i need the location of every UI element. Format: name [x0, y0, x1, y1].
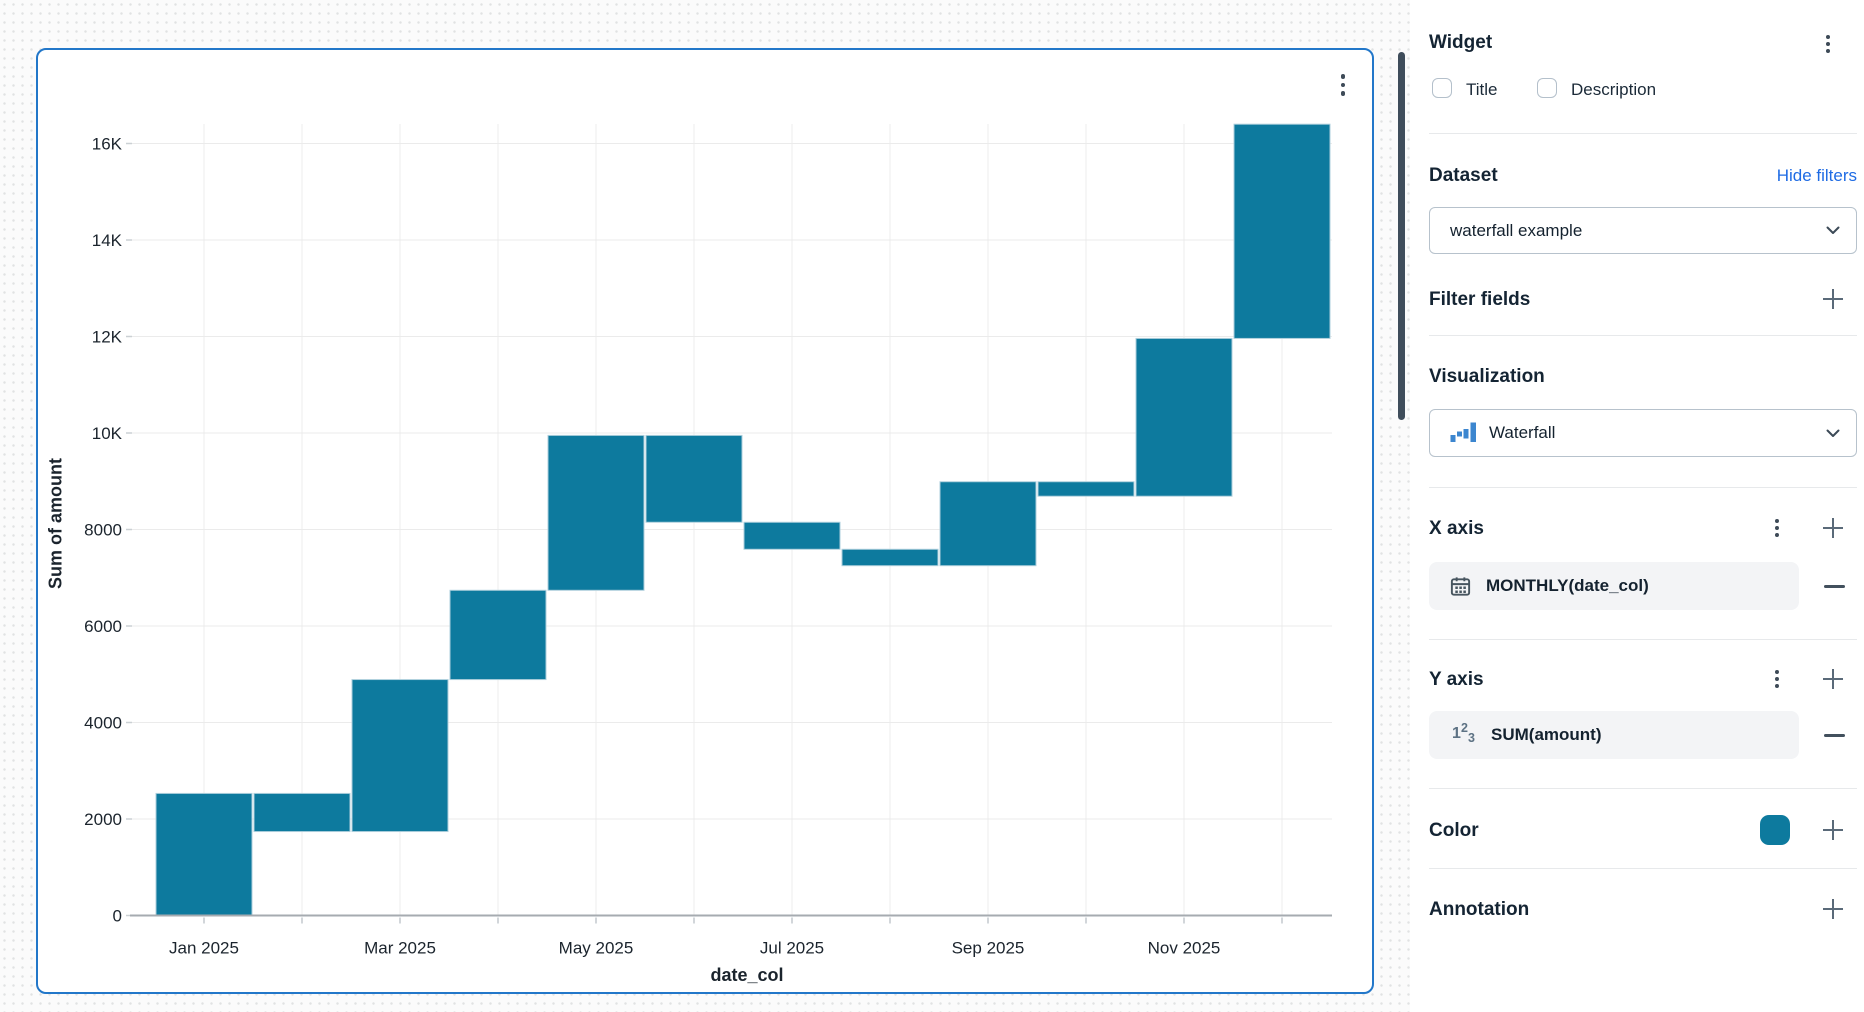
- visualization-select-value: Waterfall: [1489, 423, 1556, 442]
- waterfall-bar-9[interactable]: [939, 481, 1037, 567]
- y-axis-label: Y axis: [1429, 669, 1484, 690]
- description-checkbox[interactable]: [1537, 78, 1557, 98]
- calendar-icon: [1450, 576, 1471, 596]
- waterfall-bar-4[interactable]: [449, 589, 547, 681]
- x-axis-kebab-menu-icon[interactable]: [1769, 516, 1785, 540]
- remove-y-axis-field-button[interactable]: [1821, 722, 1847, 748]
- panel-title: Widget: [1429, 32, 1493, 53]
- visualization-select[interactable]: Waterfall: [1429, 409, 1857, 457]
- divider: [1429, 788, 1857, 789]
- x-tick-label: Jan 2025: [169, 939, 239, 958]
- waterfall-bar-11[interactable]: [1135, 337, 1233, 497]
- y-tick-label: 8000: [84, 521, 122, 540]
- y-tick-label: 16K: [92, 135, 123, 154]
- plus-icon: [1823, 669, 1843, 689]
- waterfall-bar-8[interactable]: [841, 548, 939, 567]
- color-label: Color: [1429, 820, 1479, 841]
- y-axis-kebab-menu-icon[interactable]: [1769, 667, 1785, 691]
- x-tick-label: Sep 2025: [952, 939, 1025, 958]
- x-tick-label: May 2025: [559, 939, 634, 958]
- x-tick-label: Jul 2025: [760, 939, 824, 958]
- plus-icon: [1823, 820, 1843, 840]
- minus-icon: [1823, 584, 1845, 588]
- add-color-button[interactable]: [1820, 817, 1846, 843]
- dataset-select[interactable]: waterfall example: [1429, 207, 1857, 254]
- x-axis-label: X axis: [1429, 518, 1484, 539]
- add-filter-field-button[interactable]: [1820, 286, 1846, 312]
- add-annotation-button[interactable]: [1820, 896, 1846, 922]
- widget-config-panel: Widget Title Description Dataset Hide fi…: [1410, 0, 1864, 1012]
- divider: [1429, 335, 1857, 336]
- add-x-axis-field-button[interactable]: [1820, 515, 1846, 541]
- waterfall-icon: [1450, 421, 1477, 445]
- y-tick-label: 4000: [84, 714, 122, 733]
- visualization-label: Visualization: [1429, 366, 1545, 387]
- divider: [1429, 487, 1857, 488]
- waterfall-bar-6[interactable]: [645, 434, 743, 523]
- x-axis-field-name: MONTHLY(date_col): [1486, 576, 1649, 595]
- hide-filters-link[interactable]: Hide filters: [1776, 166, 1857, 185]
- x-tick-label: Mar 2025: [364, 939, 436, 958]
- chart-kebab-menu-icon[interactable]: [1334, 70, 1352, 100]
- divider: [1429, 133, 1857, 134]
- minus-icon: [1823, 733, 1845, 737]
- dataset-label: Dataset: [1429, 165, 1498, 186]
- chevron-down-icon: [1826, 226, 1840, 234]
- description-checkbox-label: Description: [1571, 80, 1657, 99]
- waterfall-bar-12[interactable]: [1233, 123, 1331, 339]
- waterfall-bar-7[interactable]: [743, 521, 841, 550]
- title-checkbox[interactable]: [1432, 78, 1452, 98]
- x-axis-title: date_col: [710, 965, 784, 985]
- x-axis-field-chip[interactable]: MONTHLY(date_col): [1429, 562, 1799, 610]
- dataset-select-value: waterfall example: [1450, 220, 1583, 240]
- color-swatch[interactable]: [1760, 815, 1790, 845]
- y-tick-label: 12K: [92, 328, 123, 347]
- waterfall-bar-1[interactable]: [155, 792, 253, 916]
- x-tick-label: Nov 2025: [1148, 939, 1221, 958]
- y-tick-label: 10K: [92, 424, 123, 443]
- plus-icon: [1823, 899, 1843, 919]
- waterfall-chart: 0 2000 4000 6000 8000 10K 12K 14K 16K Jan 2025 Mar…: [84, 123, 1332, 958]
- y-tick-label: 14K: [92, 231, 123, 250]
- plus-icon: [1823, 289, 1843, 309]
- remove-x-axis-field-button[interactable]: [1821, 573, 1847, 599]
- y-tick-label: 6000: [84, 617, 122, 636]
- add-y-axis-field-button[interactable]: [1820, 666, 1846, 692]
- chart-widget-card: 0 2000 4000 6000 8000 10K 12K 14K 16K Jan 2025 Mar…: [36, 48, 1374, 994]
- panel-scrollbar-thumb[interactable]: [1398, 52, 1405, 420]
- y-tick-label: 2000: [84, 810, 122, 829]
- waterfall-bar-5[interactable]: [547, 434, 645, 591]
- panel-kebab-menu-icon[interactable]: [1820, 32, 1836, 56]
- waterfall-bar-10[interactable]: [1037, 481, 1135, 497]
- waterfall-bar-3[interactable]: [351, 679, 449, 833]
- y-tick-label: 0: [113, 907, 122, 926]
- divider: [1429, 639, 1857, 640]
- title-checkbox-label: Title: [1466, 80, 1498, 99]
- plus-icon: [1823, 518, 1843, 538]
- annotation-label: Annotation: [1429, 899, 1530, 920]
- chevron-down-icon: [1826, 429, 1840, 437]
- divider: [1429, 868, 1857, 869]
- waterfall-bar-2[interactable]: [253, 792, 351, 833]
- y-axis-title: Sum of amount: [45, 458, 66, 589]
- filter-fields-label: Filter fields: [1429, 289, 1531, 310]
- y-axis-field-name: SUM(amount): [1491, 725, 1602, 744]
